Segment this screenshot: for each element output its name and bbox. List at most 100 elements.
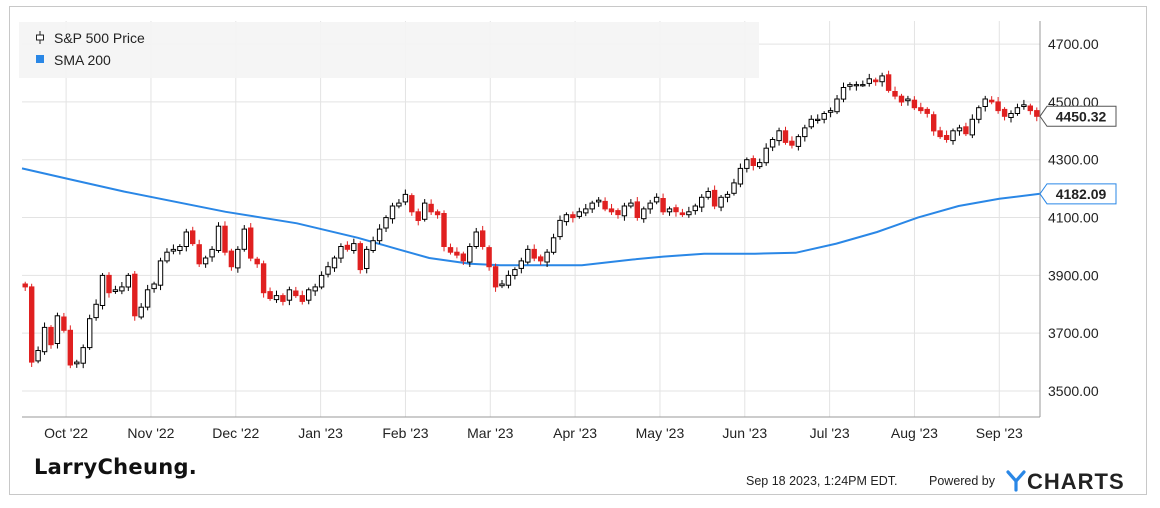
- candle: [860, 80, 866, 87]
- candle-body: [550, 237, 557, 253]
- candle: [222, 221, 228, 256]
- candle: [1001, 107, 1008, 121]
- candle-body: [222, 225, 228, 253]
- candle-body: [628, 202, 634, 207]
- candle: [795, 134, 802, 151]
- candle: [699, 194, 705, 213]
- x-tick-label: Nov '22: [127, 425, 174, 441]
- candle: [422, 199, 428, 222]
- candle-body: [1027, 105, 1033, 112]
- candle-body: [744, 159, 750, 169]
- candle: [248, 223, 254, 262]
- candle: [447, 243, 454, 255]
- candle-body: [54, 315, 61, 344]
- candle: [757, 158, 763, 169]
- candle: [196, 239, 202, 267]
- candle-body: [653, 196, 660, 203]
- candle: [1008, 110, 1014, 123]
- candle: [492, 263, 499, 292]
- candle: [570, 211, 576, 223]
- candle: [138, 303, 144, 320]
- candle-body: [795, 136, 802, 147]
- candle-body: [750, 158, 756, 167]
- candle: [544, 249, 550, 267]
- candle: [344, 241, 351, 252]
- candle: [132, 271, 138, 321]
- candle-body: [357, 243, 364, 271]
- candle-body: [873, 79, 879, 83]
- candle-body: [106, 274, 112, 294]
- candle-body: [196, 244, 202, 265]
- candle-body: [505, 274, 512, 286]
- candle: [486, 245, 492, 271]
- candle-body: [1014, 107, 1021, 114]
- candle-body: [724, 193, 731, 198]
- candle: [647, 199, 653, 214]
- candle: [364, 246, 370, 274]
- candle: [518, 257, 525, 274]
- legend-price-label: S&P 500 Price: [54, 30, 145, 46]
- candle: [963, 122, 969, 137]
- candle-body: [61, 316, 67, 331]
- candle-body: [989, 99, 995, 103]
- candle: [892, 86, 898, 100]
- candle: [74, 359, 80, 368]
- candle-body: [1001, 108, 1008, 117]
- candle-body: [306, 289, 312, 301]
- candle-body: [125, 274, 131, 288]
- candle-body: [525, 248, 531, 263]
- candle: [692, 203, 698, 215]
- candle-body: [641, 208, 647, 220]
- candle-body: [583, 208, 589, 214]
- last-value-badges: 4450.32 4182.09: [1039, 105, 1117, 205]
- candle: [937, 126, 943, 139]
- candle-body: [325, 266, 331, 275]
- candle-body: [885, 74, 892, 91]
- candle-body: [286, 289, 293, 301]
- legend-candle-icon: [36, 31, 44, 44]
- candle: [151, 281, 157, 293]
- candle: [596, 197, 602, 207]
- candle-body: [383, 217, 389, 229]
- candle-body: [596, 199, 602, 203]
- candle-body: [177, 246, 183, 251]
- legend-sma-swatch: [36, 55, 44, 63]
- candle-body: [634, 201, 640, 218]
- last-value-badge: 4450.32: [1039, 105, 1117, 127]
- candle-body: [183, 231, 190, 247]
- candle: [1014, 103, 1021, 116]
- candle: [827, 107, 834, 118]
- y-tick-label: 4700.00: [1048, 36, 1099, 52]
- candle-body: [834, 98, 840, 113]
- candle: [357, 241, 364, 274]
- candle-body: [1008, 113, 1014, 118]
- candle: [306, 287, 312, 305]
- candle: [454, 247, 460, 259]
- candle: [93, 299, 99, 321]
- candle: [383, 215, 389, 233]
- candle: [1021, 99, 1027, 110]
- candle: [583, 203, 589, 217]
- candle: [267, 287, 273, 301]
- candle-body: [190, 230, 196, 245]
- candle-body: [434, 211, 441, 216]
- candle: [802, 124, 808, 142]
- candle: [190, 226, 196, 246]
- candle: [209, 246, 215, 262]
- candle-body: [531, 248, 537, 259]
- candle-layer: [22, 70, 1040, 369]
- candle: [679, 208, 686, 217]
- candle-body: [486, 247, 492, 268]
- candle-body: [228, 250, 235, 268]
- candle-body: [602, 200, 608, 210]
- y-tick-label: 3700.00: [1048, 325, 1099, 341]
- candle: [840, 82, 847, 103]
- candle-body: [447, 247, 454, 253]
- candle-body: [415, 211, 421, 222]
- candle: [898, 93, 905, 106]
- y-tick-label: 4100.00: [1048, 210, 1099, 226]
- ycharts-wordmark: CHARTS: [1027, 469, 1125, 494]
- candle: [750, 155, 756, 171]
- candle-body: [293, 290, 299, 297]
- candle-body: [853, 84, 860, 87]
